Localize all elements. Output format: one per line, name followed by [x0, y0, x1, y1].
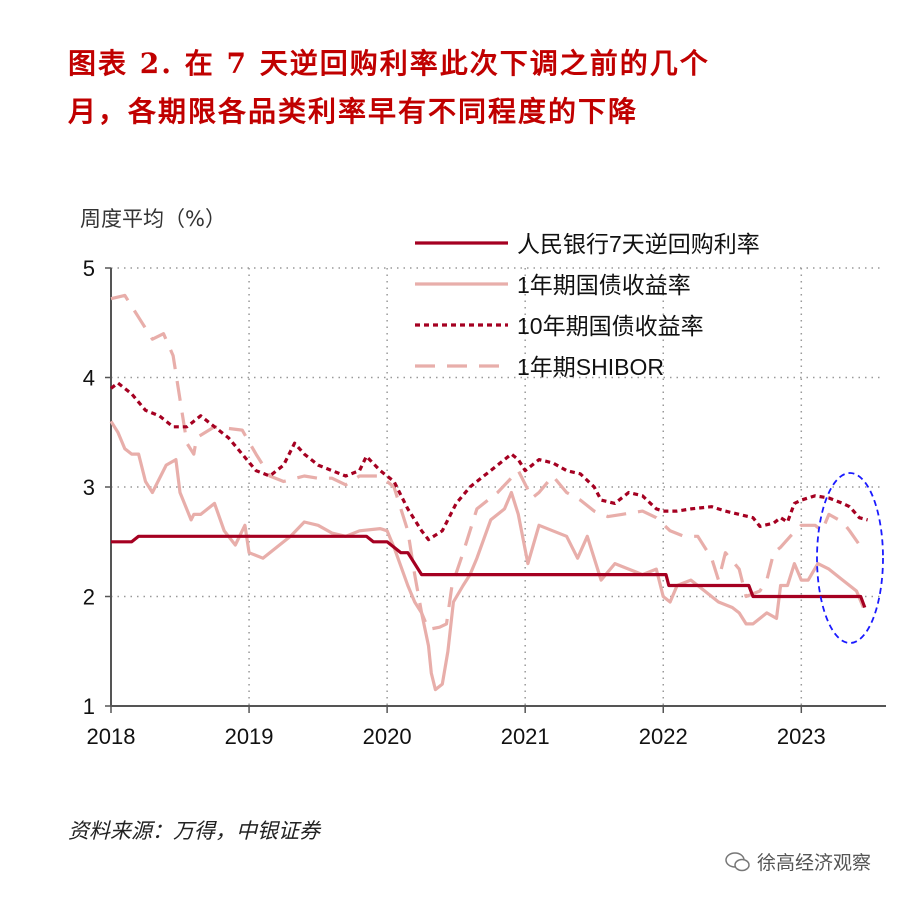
legend-label: 10年期国债收益率 [517, 313, 704, 339]
watermark: 徐高经济观察 [725, 848, 871, 875]
y-tick-label: 2 [83, 585, 95, 610]
legend-item: 人民银行7天逆回购利率 [415, 231, 760, 257]
x-tick-label: 2020 [363, 724, 412, 749]
line-chart: 1 2 3 4 5 2018 2019 2020 2021 2022 2023 人民银行7天逆回购利率… [83, 231, 886, 749]
y-tick-label: 1 [83, 694, 95, 719]
y-axis-label: 周度平均（%） [80, 207, 226, 231]
legend-label: 1年期SHIBOR [517, 354, 664, 380]
watermark-text: 徐高经济观察 [757, 852, 872, 874]
series-line-0 [111, 534, 867, 609]
legend-label: 人民银行7天逆回购利率 [517, 231, 760, 257]
y-tick-label: 4 [83, 366, 95, 391]
figure-title-line2: 月，各期限各品类利率早有不同程度的下降 [68, 95, 639, 128]
y-tick-label: 3 [83, 475, 95, 500]
x-tick-label: 2022 [639, 724, 688, 749]
wechat-icon [725, 851, 750, 871]
x-tick-label: 2023 [777, 724, 826, 749]
y-tick-label: 5 [83, 256, 95, 281]
x-tick-label: 2019 [225, 724, 274, 749]
figure-title-line1: 图表 2. 在 7 天逆回购利率此次下调之前的几个 [68, 47, 710, 80]
legend-item: 1年期SHIBOR [415, 354, 664, 380]
legend-item: 10年期国债收益率 [415, 313, 704, 339]
highlight-ellipse [816, 472, 884, 644]
x-tick-label: 2018 [87, 724, 136, 749]
series-line-1 [109, 420, 865, 692]
legend-item: 1年期国债收益率 [415, 272, 691, 298]
legend-label: 1年期国债收益率 [517, 272, 691, 298]
series-line-2 [110, 381, 869, 542]
x-tick-label: 2021 [501, 724, 550, 749]
series-line-3 [110, 293, 865, 631]
source-note: 资料来源：万得，中银证券 [68, 819, 320, 843]
